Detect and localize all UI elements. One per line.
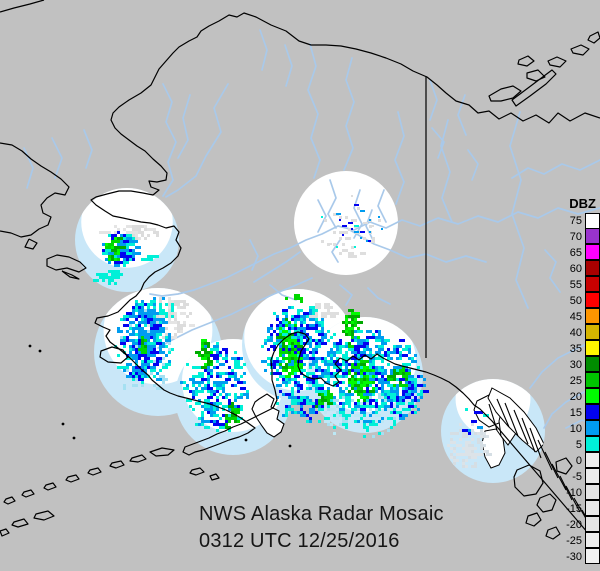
legend-entry-25: 25 xyxy=(560,372,600,389)
precipitation-echoes xyxy=(93,195,492,468)
precip-pws-east-green xyxy=(387,366,411,387)
legend-color-swatch xyxy=(585,292,600,308)
legend-value-label: 75 xyxy=(569,215,582,227)
precip-kenai-green xyxy=(276,318,303,378)
legend-value-label: 10 xyxy=(569,423,582,435)
map-timestamp: 0312 UTC 12/25/2016 xyxy=(199,530,400,552)
legend-color-swatch xyxy=(585,356,600,372)
legend-value-label: 65 xyxy=(569,247,582,259)
legend-color-swatch xyxy=(585,388,600,404)
legend-title: DBZ xyxy=(569,196,596,211)
legend-value-label: -5 xyxy=(572,471,582,483)
legend-color-swatch xyxy=(585,468,600,484)
legend-entry--5: -5 xyxy=(560,468,600,485)
legend-value-label: 45 xyxy=(569,311,582,323)
precip-kenai-south-green xyxy=(315,390,333,408)
legend-entry--25: -25 xyxy=(560,532,600,549)
legend-color-swatch xyxy=(585,500,600,516)
legend-value-label: 60 xyxy=(569,263,582,275)
radar-coverage-galena xyxy=(294,171,398,275)
snow-covered-islands xyxy=(251,387,545,469)
precip-galena-specks xyxy=(321,195,383,248)
legend-color-swatch xyxy=(585,436,600,452)
precip-bethel-green xyxy=(138,336,147,354)
legend-color-swatch xyxy=(585,244,600,260)
legend-value-label: 40 xyxy=(569,327,582,339)
legend-color-swatch xyxy=(585,324,600,340)
legend-value-label: 5 xyxy=(575,439,582,451)
legend-value-label: 30 xyxy=(569,359,582,371)
legend-entry-35: 35 xyxy=(560,340,600,357)
legend-entry-65: 65 xyxy=(560,244,600,261)
legend-value-label: -10 xyxy=(566,487,582,499)
legend-value-label: -15 xyxy=(566,503,582,515)
legend-entry-30: 30 xyxy=(560,356,600,373)
legend-color-swatch xyxy=(585,308,600,324)
legend-color-swatch xyxy=(585,340,600,356)
legend-entry-15: 15 xyxy=(560,404,600,421)
legend-color-swatch xyxy=(585,228,600,244)
legend-entry-70: 70 xyxy=(560,228,600,245)
precip-nome-green xyxy=(105,237,126,261)
precip-anchorage-green-specks xyxy=(285,294,303,303)
legend-color-swatch xyxy=(585,404,600,420)
map-title-block: NWS Alaska Radar Mosaic 0312 UTC 12/25/2… xyxy=(199,503,444,552)
legend-value-label: 55 xyxy=(569,279,582,291)
legend-value-label: 35 xyxy=(569,343,582,355)
legend-value-label: 0 xyxy=(575,455,582,467)
legend-entry-20: 20 xyxy=(560,388,600,405)
legend-value-label: 50 xyxy=(569,295,582,307)
legend-value-label: 20 xyxy=(569,391,582,403)
legend-entry--20: -20 xyxy=(560,516,600,533)
precip-pws-green xyxy=(348,360,375,402)
legend-color-swatch xyxy=(585,213,600,229)
precip-kingsalmon-green-n xyxy=(195,339,213,369)
precip-kingsalmon-green-s xyxy=(225,402,240,429)
legend-color-swatch xyxy=(585,372,600,388)
legend-color-swatch xyxy=(585,532,600,548)
legend-color-swatch xyxy=(585,260,600,276)
legend-color-swatch xyxy=(585,548,600,564)
legend-value-label: -30 xyxy=(566,551,582,563)
legend-color-swatch xyxy=(585,276,600,292)
legend-value-label: -20 xyxy=(566,519,582,531)
legend-entry-10: 10 xyxy=(560,420,600,437)
map-title: NWS Alaska Radar Mosaic xyxy=(199,503,444,525)
legend-entry-45: 45 xyxy=(560,308,600,325)
legend-scale: 75 70 65 60 55 50 45 40 35 30 25 20 15 10 5 0 -5 -10 -15 -2… xyxy=(560,213,600,565)
legend-value-label: 15 xyxy=(569,407,582,419)
rivers xyxy=(23,29,600,429)
legend-entry--15: -15 xyxy=(560,500,600,517)
precip-nome-dashes xyxy=(141,255,159,261)
legend-entry-55: 55 xyxy=(560,276,600,293)
legend-entry-75: 75 xyxy=(560,213,600,229)
kodiak-island xyxy=(251,393,285,438)
legend-color-swatch xyxy=(585,452,600,468)
precip-valdez-green xyxy=(342,309,363,348)
legend-entry-50: 50 xyxy=(560,292,600,309)
legend-value-label: -25 xyxy=(566,535,582,547)
precip-nome-streak xyxy=(93,270,123,285)
legend-color-swatch xyxy=(585,420,600,436)
legend-entry-5: 5 xyxy=(560,436,600,453)
legend-value-label: 70 xyxy=(569,231,582,243)
coastlines xyxy=(0,0,600,547)
legend-color-swatch xyxy=(585,484,600,500)
legend-entry--30: -30 xyxy=(560,548,600,565)
dbz-legend: DBZ 75 70 65 60 55 50 45 40 35 30 25 20 15 10 5 0 -5 -10-… xyxy=(560,196,600,565)
legend-entry-60: 60 xyxy=(560,260,600,277)
legend-entry-40: 40 xyxy=(560,324,600,341)
legend-entry-0: 0 xyxy=(560,452,600,469)
legend-value-label: 25 xyxy=(569,375,582,387)
legend-color-swatch xyxy=(585,516,600,532)
legend-entry--10: -10 xyxy=(560,484,600,501)
